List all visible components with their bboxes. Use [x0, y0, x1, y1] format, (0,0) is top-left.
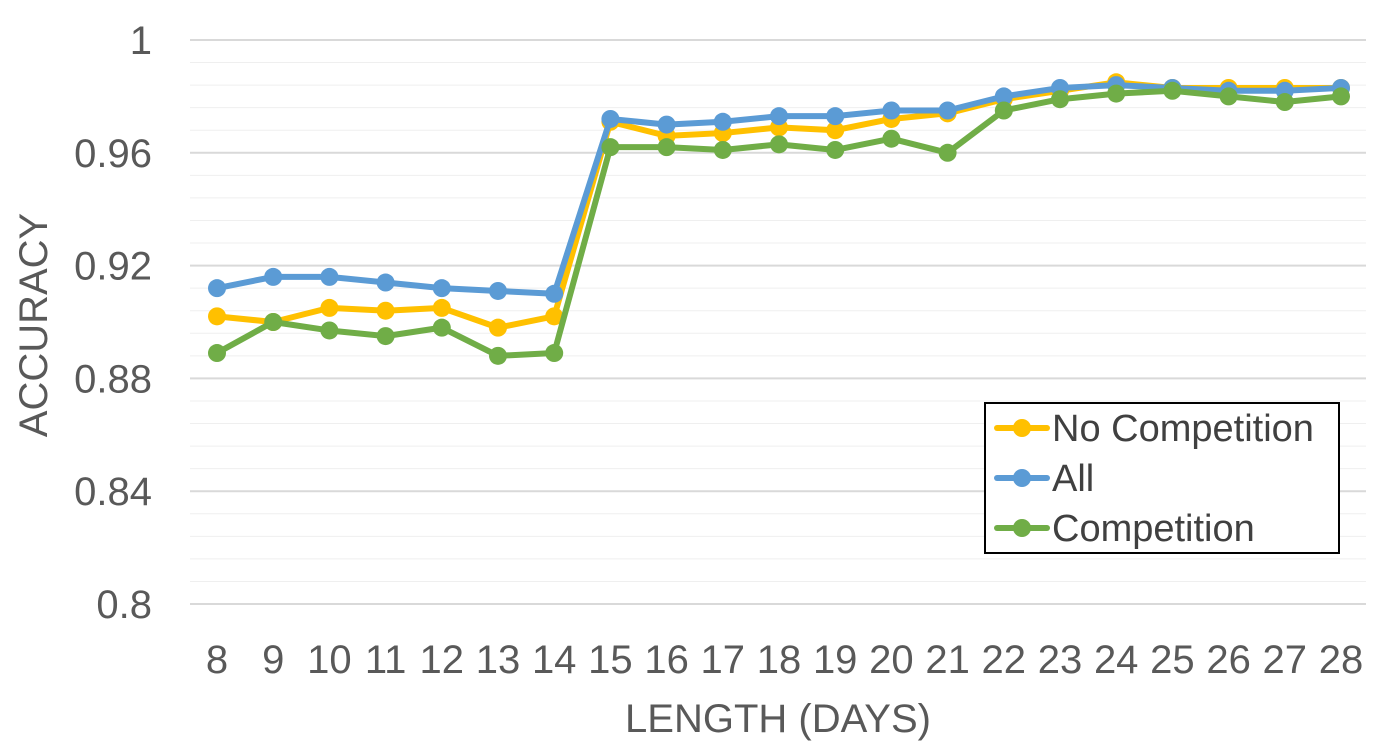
data-point — [1107, 84, 1126, 103]
y-tick-label: 0.8 — [96, 583, 152, 627]
legend-label: All — [1052, 458, 1094, 500]
data-point — [601, 138, 620, 157]
data-point — [770, 107, 788, 126]
data-point — [1275, 93, 1294, 112]
legend: No Competition All Competition — [984, 402, 1340, 554]
data-point — [320, 321, 339, 340]
data-point — [601, 109, 620, 128]
x-tick-label: 23 — [1038, 638, 1083, 682]
x-tick-label: 24 — [1094, 638, 1139, 682]
data-point — [1332, 87, 1350, 106]
data-point — [545, 284, 564, 303]
data-point — [432, 318, 451, 337]
data-point — [208, 307, 226, 326]
data-point — [376, 301, 395, 320]
data-point — [994, 101, 1013, 120]
data-point — [489, 281, 507, 300]
legend-marker — [1013, 419, 1031, 437]
x-tick-label: 14 — [532, 638, 577, 682]
data-point — [545, 344, 564, 363]
data-point — [320, 267, 339, 286]
data-point — [208, 279, 226, 298]
legend-marker — [1013, 469, 1031, 487]
x-tick-label: 18 — [757, 638, 802, 682]
y-tick-label: 0.96 — [74, 132, 152, 176]
x-tick-label: 20 — [869, 638, 914, 682]
data-point — [657, 138, 676, 157]
x-tick-label: 8 — [206, 638, 228, 682]
data-point — [1163, 81, 1182, 100]
legend-entry: Competition — [994, 508, 1255, 550]
data-point — [1219, 87, 1238, 106]
legend-label: Competition — [1052, 508, 1255, 550]
y-axis-title: ACCURACY — [12, 213, 56, 437]
x-tick-label: 19 — [813, 638, 858, 682]
data-point — [938, 101, 957, 120]
data-point — [882, 129, 901, 148]
x-tick-label: 26 — [1206, 638, 1251, 682]
data-point — [1051, 90, 1069, 109]
legend-label: No Competition — [1052, 408, 1314, 450]
data-point — [826, 107, 845, 126]
grid-lines — [190, 39, 1366, 605]
series-competition — [208, 81, 1350, 365]
x-tick-label: 13 — [476, 638, 521, 682]
data-point — [826, 121, 845, 140]
y-tick-label: 1 — [130, 19, 152, 63]
data-point — [489, 318, 507, 337]
y-axis-ticks: 0.8 0.84 0.88 0.92 0.96 1 — [74, 19, 152, 627]
data-point — [432, 279, 451, 298]
x-tick-label: 10 — [307, 638, 352, 682]
data-point — [376, 273, 395, 292]
data-point — [657, 115, 676, 134]
data-point — [938, 143, 957, 162]
x-axis-title: LENGTH (DAYS) — [625, 697, 931, 741]
x-tick-label: 15 — [588, 638, 633, 682]
y-tick-label: 0.88 — [74, 357, 152, 401]
data-point — [882, 101, 901, 120]
data-point — [545, 307, 564, 326]
data-point — [826, 140, 845, 159]
data-point — [208, 344, 226, 363]
x-tick-label: 9 — [262, 638, 284, 682]
x-tick-label: 17 — [701, 638, 746, 682]
data-point — [489, 346, 507, 365]
x-tick-label: 28 — [1319, 638, 1364, 682]
x-tick-label: 22 — [982, 638, 1027, 682]
y-tick-label: 0.92 — [74, 245, 152, 289]
legend-marker — [1013, 519, 1031, 537]
data-point — [264, 267, 283, 286]
legend-entry: All — [994, 458, 1094, 500]
legend-entry: No Competition — [994, 408, 1314, 450]
data-point — [994, 87, 1013, 106]
x-tick-label: 21 — [925, 638, 970, 682]
x-tick-label: 25 — [1150, 638, 1195, 682]
x-tick-label: 11 — [365, 638, 407, 682]
series-layer — [208, 73, 1350, 365]
data-point — [770, 135, 788, 154]
x-axis-ticks: 8 9 10 11 12 13 14 15 16 17 18 19 20 21 22 23 24 25 26 27 28 — [206, 638, 1363, 682]
y-tick-label: 0.84 — [74, 470, 152, 514]
x-tick-label: 27 — [1263, 638, 1308, 682]
x-tick-label: 16 — [644, 638, 689, 682]
data-point — [264, 313, 283, 331]
data-point — [320, 298, 339, 317]
x-tick-label: 12 — [420, 638, 465, 682]
data-point — [432, 298, 451, 317]
data-point — [376, 327, 395, 346]
series-all — [208, 76, 1350, 303]
data-point — [713, 112, 732, 131]
data-point — [713, 140, 732, 159]
